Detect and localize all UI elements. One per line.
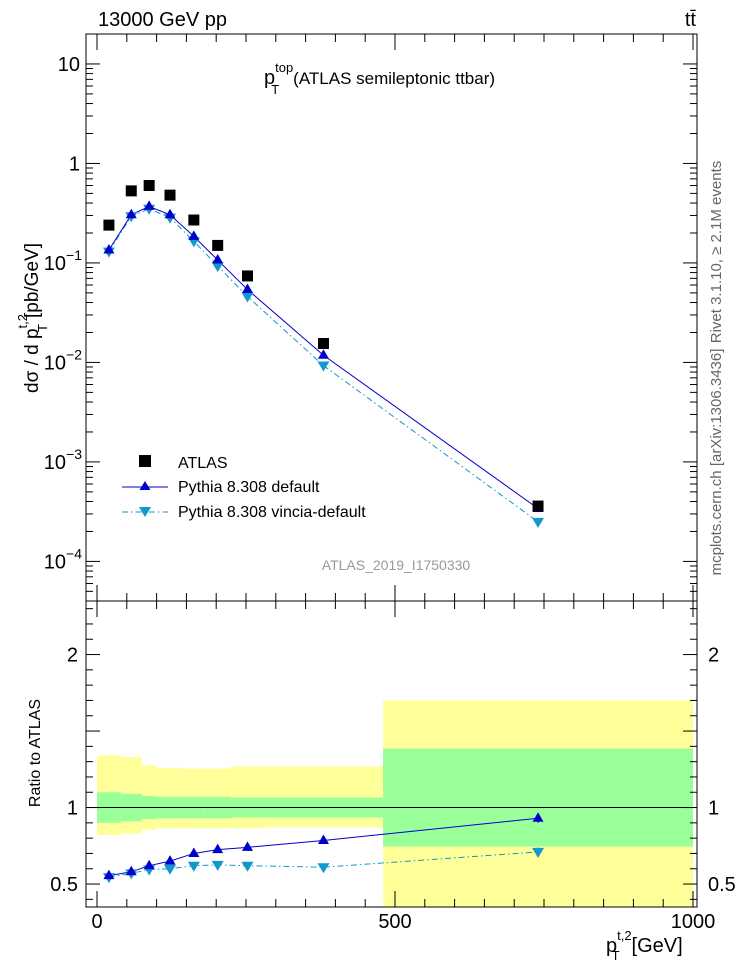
ratio-point-default bbox=[532, 812, 544, 822]
ratio-point-default bbox=[143, 859, 155, 870]
header-right: tt̄ bbox=[685, 9, 697, 31]
ratio-point-vincia bbox=[164, 864, 177, 875]
x-tick-label: 0 bbox=[91, 911, 102, 933]
point-vincia bbox=[211, 262, 224, 273]
legend-label-default: Pythia 8.308 default bbox=[178, 479, 320, 496]
ratio-point-default bbox=[103, 869, 115, 880]
main-y-tick-label: 10−3 bbox=[44, 446, 82, 474]
ratio-point-default bbox=[164, 855, 176, 865]
point-atlas bbox=[125, 185, 137, 197]
ratio-y-tick-label-left: 1 bbox=[67, 798, 78, 820]
main-y-ticks: 10−4 10−3 10−2 10−1 1 10 bbox=[44, 33, 697, 602]
main-y-tick-label: 10−2 bbox=[44, 346, 82, 374]
point-default bbox=[188, 230, 200, 240]
ylabel-main-sub: T bbox=[35, 324, 50, 332]
y-axis-label-ratio: Ratio to ATLAS bbox=[27, 699, 44, 807]
ratio-y-tick-label-left: 2 bbox=[67, 645, 78, 667]
legend: ATLAS Pythia 8.308 default Pythia 8.308 … bbox=[122, 455, 366, 521]
rivet-version-text: Rivet 3.1.10, ≥ 2.1M events bbox=[708, 161, 725, 344]
ratio-point-vincia bbox=[317, 863, 330, 874]
ratio-plot-frame bbox=[85, 600, 698, 908]
xlabel-main: p bbox=[606, 935, 617, 957]
x-ticks: 0 500 1000 bbox=[91, 34, 715, 933]
point-vincia bbox=[317, 361, 330, 372]
header-left: 13000 GeV pp bbox=[98, 9, 227, 31]
point-default bbox=[164, 208, 176, 219]
point-default bbox=[143, 200, 155, 210]
legend-marker-vincia bbox=[139, 507, 151, 517]
point-atlas bbox=[532, 500, 544, 512]
title-main: p bbox=[264, 67, 275, 89]
ylabel-main-sup: t,2 bbox=[15, 314, 30, 328]
title-sub: T bbox=[271, 82, 279, 97]
main-y-tick-label: 10−4 bbox=[44, 545, 82, 573]
ratio-y-tick-label-right: 2 bbox=[708, 645, 719, 667]
title-rest: (ATLAS semileptonic ttbar) bbox=[293, 69, 495, 88]
point-default bbox=[241, 283, 253, 294]
xlabel-sub: T bbox=[612, 948, 620, 963]
ratio-point-default bbox=[317, 834, 329, 844]
ratio-band-inner bbox=[383, 748, 693, 847]
title-sup: top bbox=[275, 60, 293, 75]
ratio-point-default bbox=[241, 841, 253, 851]
main-y-tick-label: 10 bbox=[58, 54, 80, 76]
ratio-y-ticks: 0.5 0.5 1 1 2 2 bbox=[50, 608, 736, 900]
point-default bbox=[125, 208, 137, 219]
ratio-bands bbox=[97, 700, 693, 907]
point-atlas bbox=[143, 180, 155, 192]
point-atlas bbox=[188, 214, 200, 226]
ratio-band-outer bbox=[263, 766, 384, 828]
point-atlas bbox=[212, 239, 224, 251]
ratio-y-tick-label-left: 0.5 bbox=[50, 874, 78, 896]
analysis-watermark: ATLAS_2019_I1750330 bbox=[322, 557, 471, 573]
x-tick-label: 1000 bbox=[671, 911, 716, 933]
y-axis-label-main: dσ / d pt,2 T [pb/GeV] bbox=[15, 243, 50, 393]
main-y-tick-label: 1 bbox=[69, 153, 80, 175]
ratio-y-tick-label-right: 0.5 bbox=[708, 874, 736, 896]
main-y-tick-label: 10−1 bbox=[44, 247, 82, 275]
legend-label-vincia: Pythia 8.308 vincia-default bbox=[178, 504, 366, 521]
x-tick-label: 500 bbox=[378, 911, 411, 933]
point-atlas bbox=[317, 337, 329, 349]
ratio-point-default bbox=[125, 865, 137, 876]
point-atlas bbox=[164, 189, 176, 201]
point-atlas bbox=[103, 219, 115, 231]
ratio-point-vincia bbox=[532, 847, 545, 858]
legend-marker-atlas bbox=[139, 455, 151, 467]
legend-marker-default bbox=[139, 481, 151, 490]
xlabel-sup: t,2 bbox=[617, 928, 631, 943]
point-default bbox=[317, 349, 329, 359]
point-vincia bbox=[532, 517, 545, 528]
ratio-point-vincia bbox=[241, 861, 254, 872]
ratio-y-tick-label-right: 1 bbox=[708, 798, 719, 820]
x-axis-label: pt,2 T [GeV] bbox=[606, 928, 683, 963]
point-vincia bbox=[241, 292, 254, 303]
ylabel-main-a: dσ / d p bbox=[22, 328, 43, 393]
ratio-band-outer bbox=[231, 766, 264, 829]
ratio-point-vincia bbox=[211, 860, 224, 871]
point-atlas bbox=[241, 270, 253, 282]
xlabel-rest: [GeV] bbox=[632, 935, 683, 957]
ratio-point-default bbox=[212, 843, 224, 854]
ratio-series bbox=[102, 812, 545, 884]
mcplots-text: mcplots.cern.ch [arXiv:1306.3436] bbox=[708, 349, 725, 576]
ylabel-main-b: [pb/GeV] bbox=[22, 243, 43, 318]
ratio-point-default bbox=[188, 847, 200, 857]
point-default bbox=[103, 243, 115, 254]
main-series bbox=[102, 180, 545, 528]
point-default bbox=[212, 254, 224, 264]
legend-label-atlas: ATLAS bbox=[178, 455, 228, 472]
ratio-point-vincia bbox=[187, 861, 200, 872]
plot-title: ptop T (ATLAS semileptonic ttbar) bbox=[264, 60, 495, 97]
